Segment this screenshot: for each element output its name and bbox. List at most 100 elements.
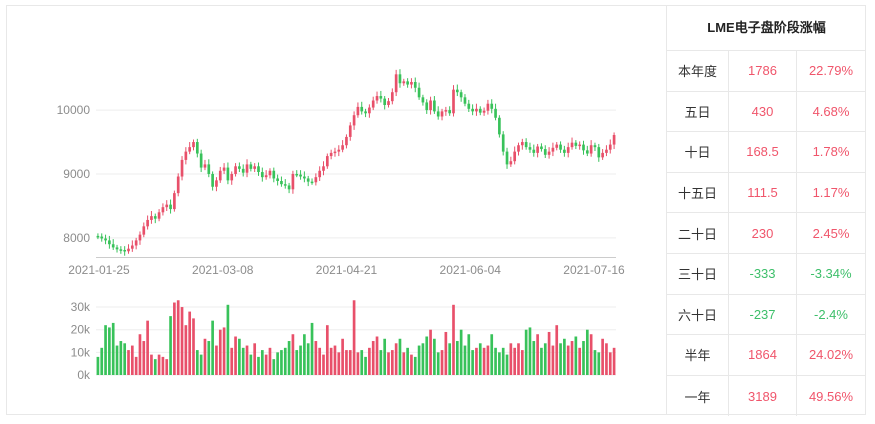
- volume-bar: [528, 327, 532, 375]
- pct-cell: -2.4%: [814, 306, 848, 322]
- candle-body: [138, 234, 142, 241]
- period-cell: 一年: [667, 375, 729, 417]
- candle-body: [490, 103, 494, 109]
- volume-bar: [368, 347, 371, 375]
- candle-body: [467, 103, 471, 109]
- pct-cell: 24.02%: [808, 347, 854, 363]
- candle-body: [314, 177, 318, 183]
- candle-body: [555, 144, 559, 148]
- change-cell: 111.5: [729, 172, 797, 213]
- candle-body: [226, 167, 230, 181]
- candle-body: [478, 108, 482, 113]
- table-row: 十日 168.5 1.78%: [667, 132, 866, 173]
- price-tick-label: 10000: [57, 103, 91, 117]
- candle-body: [337, 149, 341, 152]
- volume-tick-label: 0k: [77, 368, 91, 382]
- change-cell: 168.5: [729, 132, 797, 172]
- candle-body: [348, 125, 352, 137]
- x-tick-label: 2021-01-25: [68, 263, 130, 277]
- volume-bar: [329, 347, 333, 375]
- volume-bar: [501, 347, 505, 375]
- x-tick-label: 2021-04-21: [316, 263, 378, 277]
- candle-body: [352, 115, 356, 126]
- volume-bar: [268, 347, 272, 375]
- candle-body: [333, 151, 337, 154]
- volume-bar: [226, 304, 230, 375]
- volume-bar: [253, 343, 257, 375]
- candle-body: [283, 184, 287, 186]
- period-cell: 十五日: [667, 172, 729, 213]
- volume-bar: [215, 345, 218, 375]
- candle-body: [150, 216, 153, 220]
- candle-body: [127, 248, 130, 252]
- volume-bar: [211, 320, 214, 375]
- candle-body: [498, 117, 501, 135]
- volume-bar: [153, 359, 157, 375]
- volume-bar: [494, 347, 497, 375]
- candle-body: [303, 176, 306, 179]
- candle-body: [241, 168, 245, 173]
- volume-bar: [352, 300, 356, 375]
- candle-body: [287, 185, 291, 190]
- volume-bar: [173, 302, 176, 375]
- volume-bar: [555, 325, 559, 375]
- candle-body: [329, 152, 333, 157]
- table-row: 十五日 111.5 1.17%: [667, 172, 866, 214]
- volume-bar: [478, 343, 482, 375]
- candle-body: [356, 106, 360, 116]
- candle-body: [429, 100, 432, 111]
- candle-body: [440, 111, 444, 117]
- volume-bar: [498, 352, 501, 375]
- volume-bar: [459, 329, 463, 375]
- change-cell: -333: [729, 253, 797, 294]
- candle-body: [524, 142, 528, 148]
- table-row: 三十日 -333 -3.34%: [667, 253, 866, 295]
- period-cell: 二十日: [667, 213, 729, 253]
- pct-cell: 49.56%: [808, 388, 854, 404]
- candle-body: [394, 74, 398, 93]
- candle-body: [593, 145, 597, 148]
- volume-bar: [425, 336, 429, 375]
- candle-body: [452, 89, 455, 114]
- change-cell: 230: [729, 213, 797, 253]
- candle-body: [563, 149, 566, 153]
- candle-body: [597, 147, 601, 158]
- x-tick-label: 2021-07-16: [563, 263, 625, 277]
- candle-body: [425, 102, 429, 111]
- volume-bar: [146, 320, 149, 375]
- table-row: 本年度 1786 22.79%: [667, 51, 866, 92]
- candle-body: [612, 135, 616, 145]
- volume-bar: [452, 304, 455, 375]
- volume-bar: [249, 354, 253, 375]
- volume-bar: [341, 338, 344, 375]
- period-cell: 本年度: [667, 51, 729, 91]
- volume-bar: [517, 343, 520, 375]
- volume-bar: [314, 341, 318, 375]
- volume-bar: [115, 345, 119, 375]
- candle-body: [582, 144, 585, 151]
- candle-body: [536, 146, 539, 153]
- candle-body: [115, 247, 119, 250]
- candle-body: [192, 142, 195, 148]
- volume-bar: [455, 341, 459, 375]
- volume-bar: [104, 325, 107, 375]
- volume-bar: [547, 331, 551, 375]
- candle-body: [364, 111, 367, 114]
- volume-bar: [444, 331, 448, 375]
- volume-bar: [570, 341, 574, 375]
- candle-body: [605, 149, 608, 153]
- volume-bar: [467, 334, 471, 375]
- volume-bar: [520, 350, 524, 375]
- volume-bar: [406, 347, 409, 375]
- volume-bar: [142, 341, 146, 375]
- candle-body: [528, 147, 532, 150]
- volume-bar: [413, 356, 417, 375]
- volume-bar: [605, 343, 608, 375]
- candle-body: [111, 244, 115, 248]
- volume-bar: [195, 350, 199, 375]
- volume-bar: [436, 352, 440, 375]
- volume-bar: [505, 354, 509, 375]
- candle-body: [203, 164, 207, 168]
- volume-bar: [612, 347, 616, 375]
- candle-body: [153, 216, 157, 219]
